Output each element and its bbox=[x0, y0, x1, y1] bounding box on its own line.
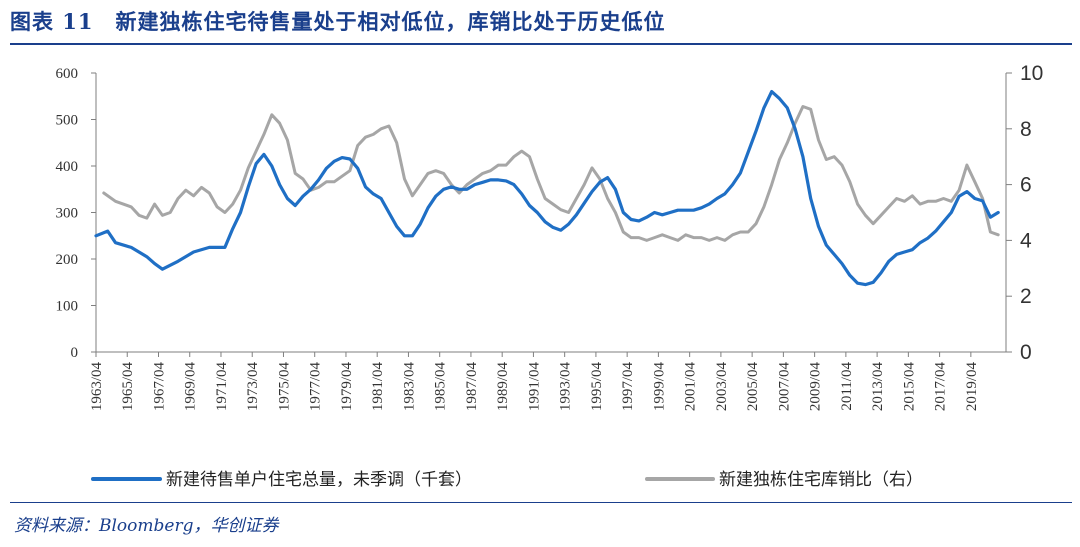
ratio-series-line bbox=[102, 105, 1000, 242]
x-tick-label: 1983/04 bbox=[401, 362, 417, 412]
x-tick-label: 1981/04 bbox=[370, 362, 386, 412]
left-tick-label: 100 bbox=[56, 299, 79, 315]
source-rule bbox=[10, 502, 1072, 503]
x-tick-label: 1963/04 bbox=[89, 362, 105, 412]
left-tick-label: 300 bbox=[56, 206, 79, 222]
right-tick-label: 8 bbox=[1020, 118, 1032, 141]
x-tick-label: 1967/04 bbox=[151, 362, 167, 412]
left-y-axis: 0 100 200 300 400 500 600 bbox=[56, 66, 96, 361]
x-tick-label: 1975/04 bbox=[276, 362, 292, 412]
x-tick-label: 1977/04 bbox=[308, 362, 324, 412]
right-tick-label: 0 bbox=[1020, 341, 1032, 364]
x-tick-label: 1999/04 bbox=[651, 362, 667, 412]
left-tick-label: 400 bbox=[56, 159, 79, 175]
x-tick-label: 1989/04 bbox=[495, 362, 511, 412]
left-tick-label: 0 bbox=[71, 345, 79, 361]
x-tick-label: 2009/04 bbox=[808, 362, 824, 412]
source-note: 资料来源：Bloomberg，华创证券 bbox=[14, 516, 279, 536]
x-tick-label: 2007/04 bbox=[776, 362, 792, 412]
left-tick-label: 200 bbox=[56, 252, 79, 268]
x-tick-label: 2011/04 bbox=[839, 362, 855, 411]
figure-title: 图表 11 新建独栋住宅待售量处于相对低位，库销比处于历史低位 bbox=[10, 9, 666, 34]
left-tick-label: 600 bbox=[56, 66, 79, 82]
right-tick-label: 6 bbox=[1020, 174, 1032, 197]
x-tick-label: 1995/04 bbox=[589, 362, 605, 412]
x-tick-label: 1985/04 bbox=[433, 362, 449, 412]
x-tick-label: 1991/04 bbox=[526, 362, 542, 412]
x-tick-label: 2001/04 bbox=[683, 362, 699, 412]
x-tick-label: 1971/04 bbox=[214, 362, 230, 412]
x-tick-label: 1969/04 bbox=[183, 362, 199, 412]
x-tick-label: 1987/04 bbox=[464, 362, 480, 412]
chart: 0 100 200 300 400 500 600 0 2 4 6 8 10 1963/04 1965/… bbox=[56, 62, 1044, 490]
right-tick-label: 10 bbox=[1020, 62, 1043, 85]
title-rule bbox=[10, 43, 1072, 45]
legend-ratio-label: 新建独栋住宅库销比（右） bbox=[719, 470, 923, 490]
right-tick-label: 4 bbox=[1020, 229, 1032, 252]
legend: 新建待售单户住宅总量，未季调（千套） 新建独栋住宅库销比（右） bbox=[91, 470, 923, 490]
x-tick-label: 2017/04 bbox=[933, 362, 949, 412]
left-tick-label: 500 bbox=[56, 113, 79, 129]
x-tick-label: 2003/04 bbox=[714, 362, 730, 412]
legend-inventory-label: 新建待售单户住宅总量，未季调（千套） bbox=[166, 470, 472, 490]
x-tick-label: 1965/04 bbox=[120, 362, 136, 412]
series-lines bbox=[94, 90, 1000, 287]
x-tick-label: 2005/04 bbox=[745, 362, 761, 412]
right-tick-label: 2 bbox=[1020, 285, 1032, 308]
x-axis: 1963/04 1965/04 1967/04 1969/04 1971/04 1973/… bbox=[89, 352, 980, 411]
x-tick-label: 2019/04 bbox=[964, 362, 980, 412]
x-tick-label: 2015/04 bbox=[901, 362, 917, 412]
x-tick-label: 1973/04 bbox=[245, 362, 261, 412]
x-tick-label: 1997/04 bbox=[620, 362, 636, 412]
x-tick-label: 2013/04 bbox=[870, 362, 886, 412]
x-tick-label: 1993/04 bbox=[558, 362, 574, 412]
x-tick-label: 1979/04 bbox=[339, 362, 355, 412]
inventory-series-line bbox=[94, 90, 1000, 287]
right-y-axis: 0 2 4 6 8 10 bbox=[1006, 62, 1043, 364]
axes bbox=[95, 73, 1007, 353]
